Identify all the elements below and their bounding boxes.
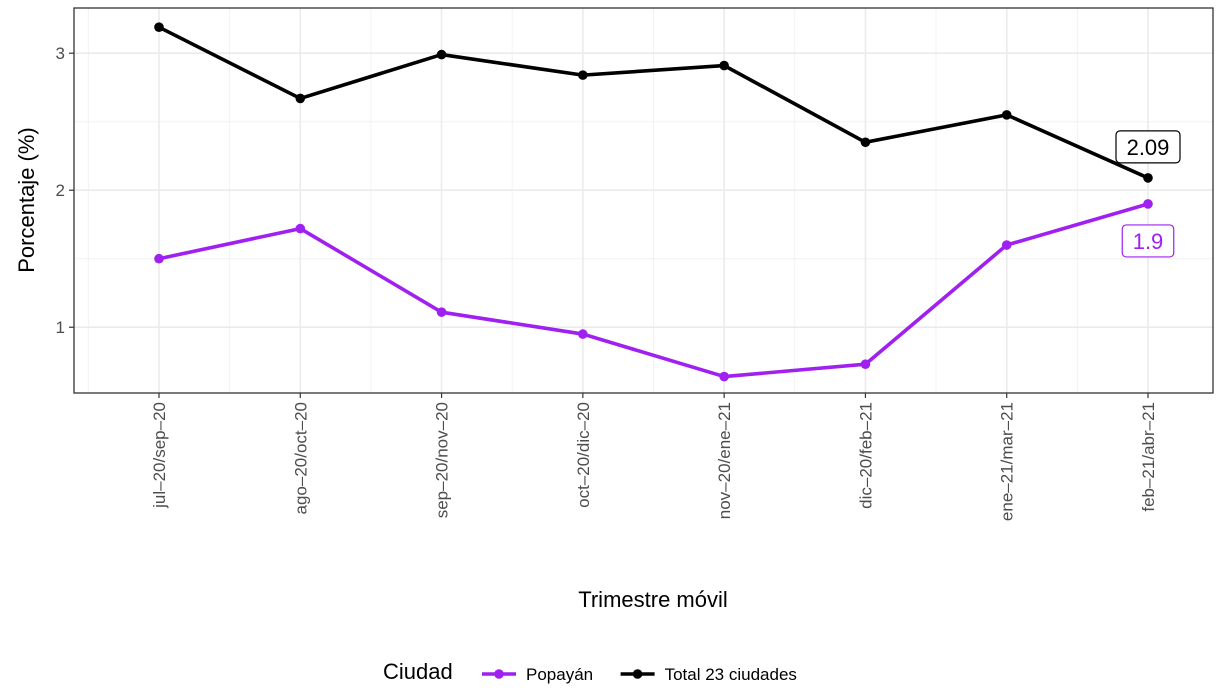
- axes: 1 2 3 jul–20/sep–20 ago–20/oct–20 sep–20/nov–…: [56, 44, 1158, 521]
- legend: Ciudad Popayán Total 23 ciudades: [383, 659, 797, 684]
- y-axis-title: Porcentaje (%): [14, 127, 39, 273]
- legend-item: Popayán: [482, 665, 593, 684]
- legend-item: Total 23 ciudades: [620, 665, 797, 684]
- x-axis-title: Trimestre móvil: [578, 587, 728, 612]
- series: [154, 22, 1153, 382]
- data-label-text: 1.9: [1133, 229, 1164, 254]
- y-tick-label: 2: [56, 181, 65, 200]
- x-tick-label: sep–20/nov–20: [433, 402, 452, 518]
- data-point: [1143, 173, 1153, 183]
- series-line: [158, 202, 1149, 379]
- x-tick-label: ene–21/mar–21: [998, 402, 1017, 521]
- data-label-box: [1115, 130, 1181, 164]
- end-label: 2.09: [1115, 130, 1181, 164]
- legend-title: Ciudad: [383, 659, 453, 684]
- grid: [74, 8, 1213, 393]
- data-point: [578, 329, 588, 339]
- data-label-box: [1121, 224, 1175, 258]
- data-point: [295, 223, 306, 234]
- y-tick-label: 1: [56, 318, 65, 337]
- end-label: 1.9: [1121, 224, 1175, 258]
- x-tick-label: ago–20/oct–20: [291, 402, 310, 515]
- data-label-text: 2.09: [1127, 135, 1170, 160]
- data-point: [719, 371, 729, 382]
- x-tick-label: dic–20/feb–21: [856, 402, 875, 509]
- series-line: [158, 25, 1149, 180]
- data-point: [295, 93, 306, 104]
- legend-key-point: [632, 669, 643, 679]
- x-tick-label: nov–20/ene–21: [715, 402, 734, 519]
- x-tick-label: oct–20/dic–20: [574, 402, 593, 508]
- legend-label: Popayán: [526, 665, 593, 684]
- x-tick-label: feb–21/abr–21: [1139, 402, 1158, 512]
- data-point: [436, 49, 447, 60]
- data-point: [578, 70, 588, 80]
- data-point: [860, 137, 871, 148]
- legend-label: Total 23 ciudades: [665, 665, 797, 684]
- legend-key-point: [494, 669, 504, 679]
- data-point: [1001, 110, 1012, 120]
- x-tick-label: jul–20/sep–20: [150, 402, 169, 509]
- data-point: [154, 253, 164, 264]
- data-point: [154, 22, 164, 32]
- data-labels: 1.9 2.09: [1115, 130, 1181, 258]
- plot-panel-border: [73, 7, 1214, 394]
- data-point: [436, 307, 447, 317]
- data-point: [860, 359, 871, 370]
- data-point: [1143, 199, 1153, 209]
- y-tick-label: 3: [56, 44, 65, 63]
- data-point: [719, 60, 729, 71]
- data-point: [1001, 240, 1012, 250]
